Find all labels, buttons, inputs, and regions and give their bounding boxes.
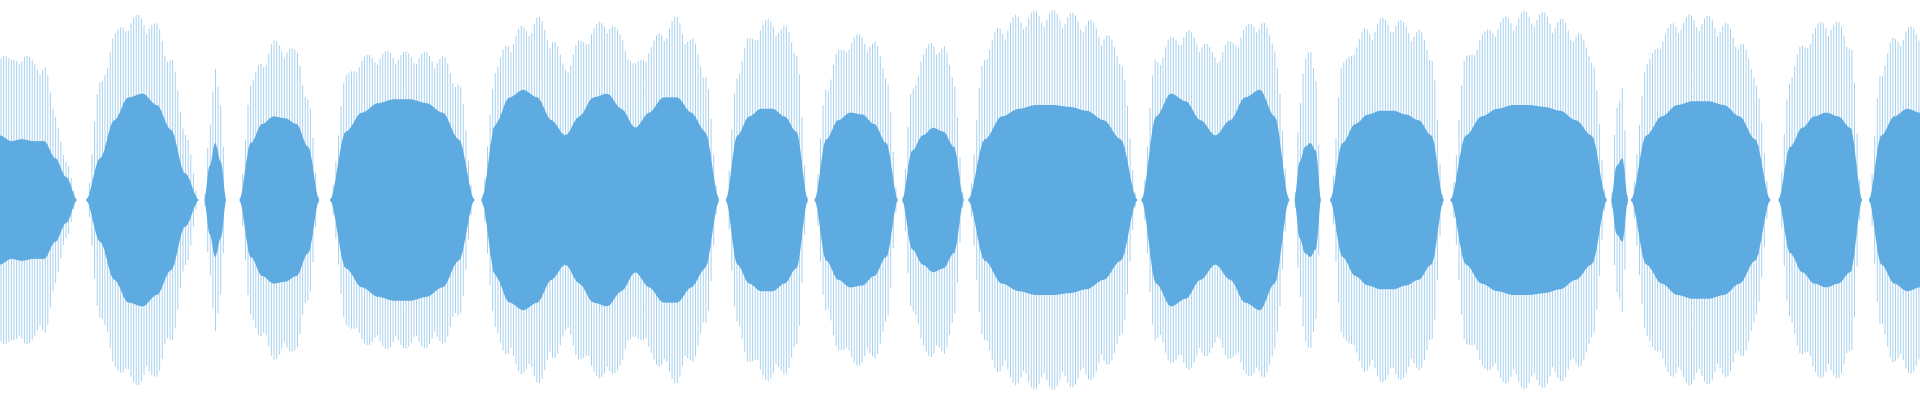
waveform-segment-core xyxy=(1778,112,1863,288)
waveform-segment-core xyxy=(1610,158,1629,242)
waveform-segment-core xyxy=(1141,89,1290,311)
waveform-segment-core xyxy=(239,116,320,284)
waveform-segment-core xyxy=(481,89,720,311)
waveform-segment-core xyxy=(967,105,1138,295)
waveform-segment-core xyxy=(0,135,78,265)
waveform-segment-core xyxy=(1868,108,1920,292)
waveform-segment-core xyxy=(901,127,965,273)
waveform-segment-core xyxy=(1630,101,1771,299)
waveform-segment-core xyxy=(329,99,475,301)
waveform-segment-core xyxy=(814,112,899,288)
waveform-segment-core xyxy=(1450,105,1608,295)
waveform-core xyxy=(0,89,1920,311)
waveform-segment-core xyxy=(1329,110,1444,290)
waveform-segment-core xyxy=(1294,143,1322,257)
waveform-segment-core xyxy=(204,143,227,257)
waveform-segment-core xyxy=(725,108,809,292)
waveform-segment-core xyxy=(85,93,200,307)
